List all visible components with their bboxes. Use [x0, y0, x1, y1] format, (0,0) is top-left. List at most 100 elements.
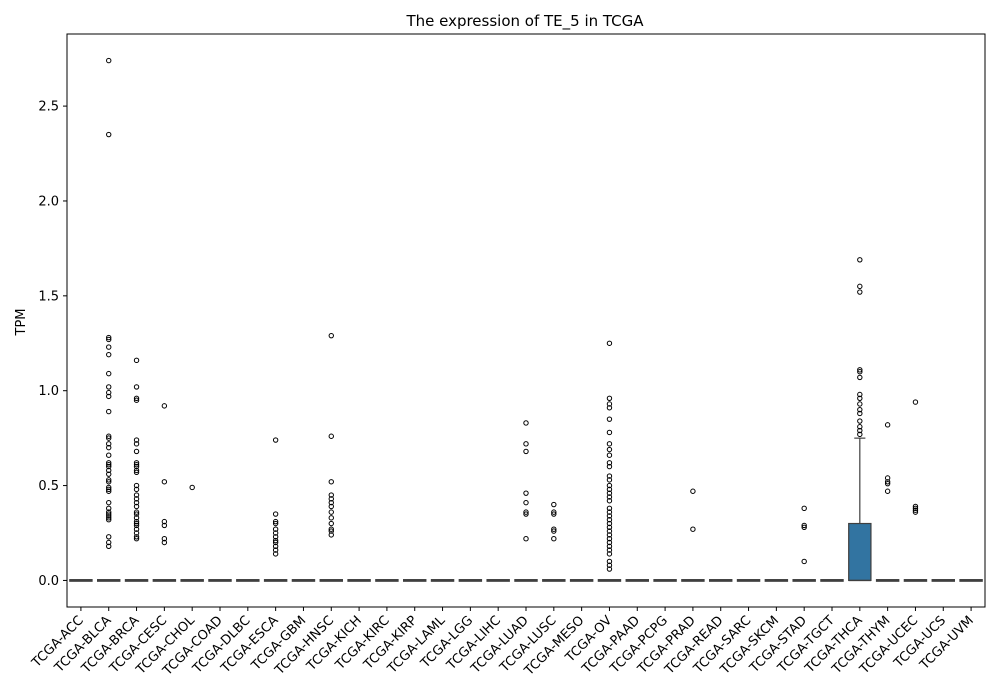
outlier-point [106, 131, 112, 138]
outlier-point [857, 431, 863, 438]
outlier-point [133, 492, 140, 498]
outlier-point [272, 530, 279, 536]
outlier-point [272, 547, 279, 553]
outlier-point [272, 437, 279, 443]
outlier-point [801, 558, 807, 565]
outlier-point [551, 526, 557, 532]
outlier-point [161, 403, 168, 409]
outlier-point [161, 522, 168, 529]
outlier-point [133, 496, 140, 502]
y-tick-label: 2.0 [38, 194, 59, 209]
outlier-point [133, 469, 140, 475]
outlier-point [606, 441, 613, 447]
outlier-point [912, 503, 919, 510]
outlier-point [606, 490, 613, 496]
outlier-point [606, 517, 613, 523]
box-group [152, 403, 177, 582]
outlier-point [884, 475, 891, 481]
outlier-point [106, 408, 112, 415]
outlier-point [912, 505, 919, 512]
outlier-point [106, 534, 112, 540]
box-group [263, 437, 288, 582]
outlier-point [606, 558, 613, 565]
outlier-point [857, 410, 863, 417]
outlier-point [106, 515, 112, 521]
outlier-point [606, 547, 613, 553]
box-group [124, 357, 149, 582]
outlier-point [551, 528, 557, 534]
outlier-point [328, 433, 334, 439]
outlier-point [133, 437, 140, 443]
outlier-point [606, 416, 613, 422]
outlier-point [606, 520, 613, 527]
outlier-point [133, 511, 140, 517]
outlier-point [523, 448, 529, 455]
outlier-point [857, 367, 863, 373]
y-tick-label: 1.0 [38, 384, 59, 399]
outlier-point [272, 537, 279, 544]
box-group [903, 399, 928, 582]
outlier-point [106, 513, 112, 519]
outlier-point [328, 509, 334, 515]
outlier-point [106, 435, 112, 441]
box-group [764, 579, 789, 582]
outlier-point [606, 429, 613, 436]
box-group [347, 579, 371, 582]
outlier-point [328, 528, 334, 534]
box-group [625, 579, 649, 582]
box-group [542, 501, 566, 582]
outlier-point [133, 486, 140, 493]
outlier-point [133, 441, 140, 447]
box-group [931, 579, 955, 582]
outlier-point [106, 336, 112, 343]
box-group [653, 579, 677, 582]
outlier-point [106, 477, 112, 483]
box-group [792, 505, 816, 582]
outlier-point [606, 543, 613, 549]
outlier-point [106, 433, 112, 439]
outlier-point [133, 522, 140, 529]
outlier-point [106, 444, 112, 451]
outlier-point [328, 503, 334, 510]
outlier-point [328, 515, 334, 521]
outlier-point [328, 332, 334, 339]
outlier-point [328, 520, 334, 527]
outlier-point [328, 496, 334, 502]
outlier-point [857, 406, 863, 413]
outlier-point [801, 524, 807, 531]
outlier-point [106, 484, 112, 491]
outlier-point [133, 526, 140, 532]
outlier-point [272, 511, 279, 517]
outlier-point [606, 460, 613, 466]
outlier-point [106, 452, 112, 458]
outlier-point [606, 477, 613, 483]
outlier-point [606, 498, 613, 504]
box-group [458, 579, 483, 582]
outlier-point [133, 534, 140, 540]
box-group [403, 579, 427, 582]
outlier-point [857, 391, 863, 398]
outlier-point [133, 482, 140, 489]
outlier-point [606, 509, 613, 515]
box-group [430, 579, 455, 582]
box-group [514, 420, 538, 582]
outlier-point [161, 479, 168, 485]
outlier-point [606, 562, 613, 568]
outlier-point [133, 530, 140, 536]
outlier-point [328, 532, 334, 538]
box-group [875, 422, 900, 582]
outlier-point [106, 488, 112, 494]
outlier-point [272, 520, 279, 527]
outlier-point [801, 505, 807, 512]
box-group [180, 484, 204, 582]
outlier-point [106, 467, 112, 474]
box-group [820, 579, 844, 582]
outlier-point [606, 482, 613, 489]
outlier-point [606, 513, 613, 519]
outlier-point [884, 422, 891, 428]
outlier-point [523, 420, 529, 426]
outlier-point [133, 509, 140, 515]
outlier-point [133, 520, 140, 527]
outlier-point [106, 344, 112, 350]
